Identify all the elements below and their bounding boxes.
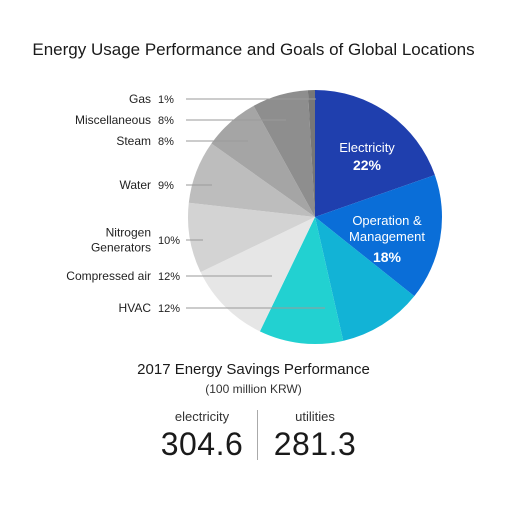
category-value-nitrogen-generators: 10%: [158, 235, 180, 247]
pie-slice-segment-2: [315, 217, 415, 341]
pie-slice-hvac: [259, 217, 344, 345]
category-value-compressed-air: 12%: [158, 271, 180, 283]
kpi-electricity-value: 304.6: [160, 426, 244, 462]
category-label-water: Water: [119, 178, 151, 192]
pie-slice-electricity: [315, 90, 435, 217]
slice-label-operation-management-1: Management: [349, 229, 425, 244]
savings-unit: (100 million KRW): [205, 382, 302, 396]
kpi-utilities-value: 281.3: [273, 426, 357, 462]
slice-value-electricity: 22%: [353, 157, 382, 173]
pie-slice-compressed-air: [200, 217, 315, 332]
category-label-compressed-air: Compressed air: [66, 269, 151, 283]
category-label-nitrogen-generators-1: Generators: [91, 241, 151, 255]
pie-slice-steam: [211, 105, 315, 217]
category-label-gas: Gas: [129, 92, 151, 106]
category-value-hvac: 12%: [158, 303, 180, 315]
savings-title: 2017 Energy Savings Performance: [137, 361, 370, 378]
category-value-miscellaneous: 8%: [158, 115, 174, 127]
kpi-divider: [257, 410, 258, 460]
pie-slice-water: [188, 143, 315, 217]
chart-title: Energy Usage Performance and Goals of Gl…: [32, 40, 475, 59]
pie-slice-nitrogen-generators: [188, 202, 315, 273]
pie-slice-operation-management: [315, 175, 442, 297]
slice-value-operation-management: 18%: [373, 249, 402, 265]
category-value-steam: 8%: [158, 136, 174, 148]
category-value-water: 9%: [158, 180, 174, 192]
category-label-miscellaneous: Miscellaneous: [75, 113, 151, 127]
slice-label-operation-management-0: Operation &: [352, 213, 422, 228]
category-label-hvac: HVAC: [119, 301, 152, 315]
kpi-electricity-label: electricity: [174, 409, 230, 424]
category-value-gas: 1%: [158, 94, 174, 106]
kpi-utilities-label: utilities: [295, 409, 335, 424]
pie-slice-gas: [307, 90, 315, 217]
pie-slice-miscellaneous: [253, 90, 315, 217]
slice-label-electricity-0: Electricity: [339, 140, 395, 155]
category-label-nitrogen-generators-0: Nitrogen: [106, 226, 151, 240]
category-label-steam: Steam: [116, 134, 151, 148]
